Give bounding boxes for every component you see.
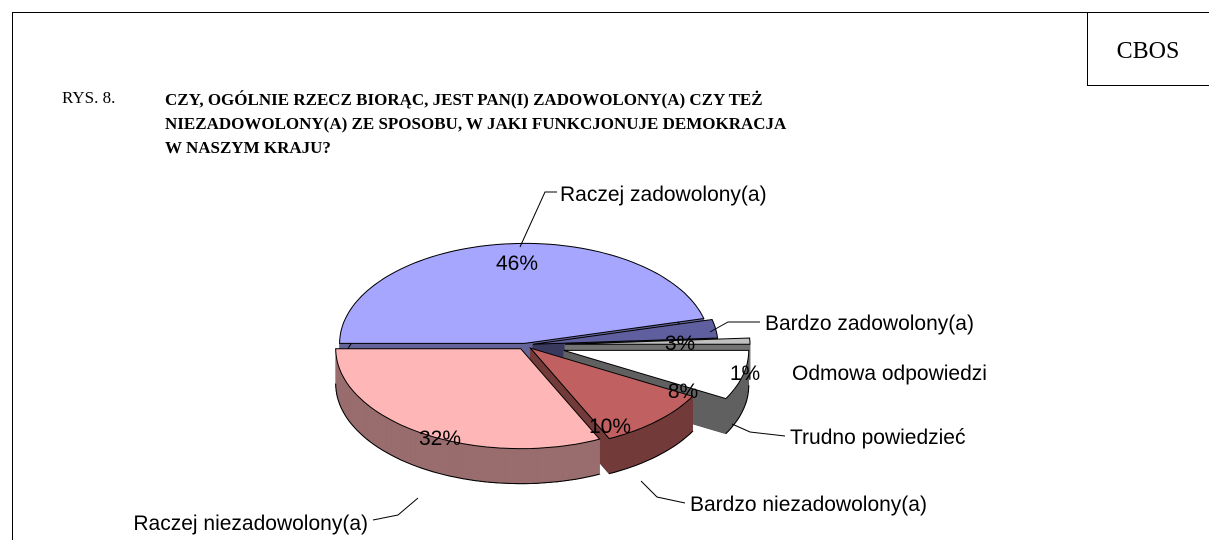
slice-side (614, 434, 622, 473)
slice-side (353, 391, 358, 432)
slice-side (382, 414, 388, 454)
slice-side (674, 407, 679, 447)
slice-edge (725, 385, 750, 434)
pie (335, 242, 751, 485)
figure-label: RYS. 8. (62, 88, 116, 107)
category-label: Trudno powiedzieć (790, 426, 966, 449)
slice-side (620, 433, 627, 471)
leader-line (372, 497, 419, 521)
slice-side (608, 436, 616, 474)
value-label: 1% (730, 362, 760, 385)
slice-side (461, 443, 469, 480)
slice-side (344, 378, 348, 419)
slice-side (363, 400, 368, 440)
slice-side (593, 438, 600, 476)
category-label: Bardzo zadowolony(a) (765, 312, 974, 335)
slice-side (728, 391, 732, 432)
value-label: 32% (419, 427, 461, 450)
slice-side (661, 415, 667, 455)
slice-side (505, 447, 513, 484)
slice-side (400, 424, 407, 463)
value-label: 3% (665, 332, 695, 355)
slice-side (356, 394, 361, 435)
slice-side (480, 445, 488, 483)
slice-side (531, 447, 539, 484)
slice-side (641, 425, 648, 464)
slice-edge (335, 383, 600, 485)
value-label: 8% (668, 380, 698, 403)
slice-side (665, 412, 671, 452)
slice-side (581, 441, 589, 479)
slice-side (587, 440, 594, 478)
slice-side (556, 445, 564, 483)
leader-line (731, 423, 786, 437)
slice-side (725, 394, 730, 435)
slice-side (518, 448, 526, 484)
category-label: Raczej niezadowolony(a) (133, 512, 368, 535)
slice-side (569, 443, 576, 481)
slice-side (395, 422, 402, 461)
slice-side (543, 446, 551, 484)
slice (528, 347, 694, 440)
slice-side (378, 412, 383, 451)
slice-side (537, 447, 545, 484)
slice-side (359, 397, 364, 437)
slice-side (370, 406, 375, 446)
slice-side (636, 427, 643, 466)
slice (339, 242, 705, 344)
slice-side (682, 401, 687, 441)
slice-side (575, 442, 583, 480)
category-label: Raczej zadowolony(a) (560, 183, 767, 206)
slice-side (733, 385, 737, 426)
category-label: Bardzo niezadowolony(a) (690, 493, 927, 516)
slice-side (348, 385, 352, 425)
slice-side (346, 381, 350, 422)
slice-side (410, 428, 417, 467)
slice-side (678, 404, 683, 444)
slice-side (467, 444, 475, 481)
category-label: Odmowa odpowiedzi (792, 362, 987, 385)
value-label: 46% (496, 252, 538, 275)
leader-line (640, 480, 686, 504)
slice-side (562, 444, 570, 482)
slice-side (499, 447, 507, 484)
slice-side (391, 419, 397, 459)
slice-side (511, 448, 520, 484)
slice-side (685, 398, 690, 438)
slice (564, 337, 751, 345)
slice-side (647, 422, 653, 462)
slice (563, 349, 750, 400)
slice-side (670, 410, 676, 450)
slice-side (524, 448, 532, 484)
slice-side (651, 420, 658, 459)
slice-side (731, 388, 735, 429)
slice-side (656, 418, 663, 457)
slice-side (735, 382, 739, 423)
slice-side (631, 429, 638, 468)
leader-line (709, 321, 760, 333)
chart-title: CZY, OGÓLNIE RZECZ BIORĄC, JEST PAN(I) Z… (165, 90, 787, 157)
slice-edge (609, 430, 693, 475)
labels: 46% Raczej zadowolony(a) 3% Bardzo zadowolo… (133, 183, 987, 535)
slice-side (366, 403, 371, 443)
slice-side (473, 445, 481, 482)
leader-line (519, 191, 557, 248)
slice-side (492, 447, 500, 484)
slice-side (351, 388, 355, 429)
slice-side (405, 426, 412, 465)
slice-side (374, 409, 379, 449)
badge: CBOS (1117, 38, 1180, 64)
value-label: 10% (589, 415, 631, 438)
slice (335, 348, 601, 450)
slice-side (550, 446, 558, 483)
slice-side (386, 417, 392, 456)
slice-side (486, 446, 494, 483)
